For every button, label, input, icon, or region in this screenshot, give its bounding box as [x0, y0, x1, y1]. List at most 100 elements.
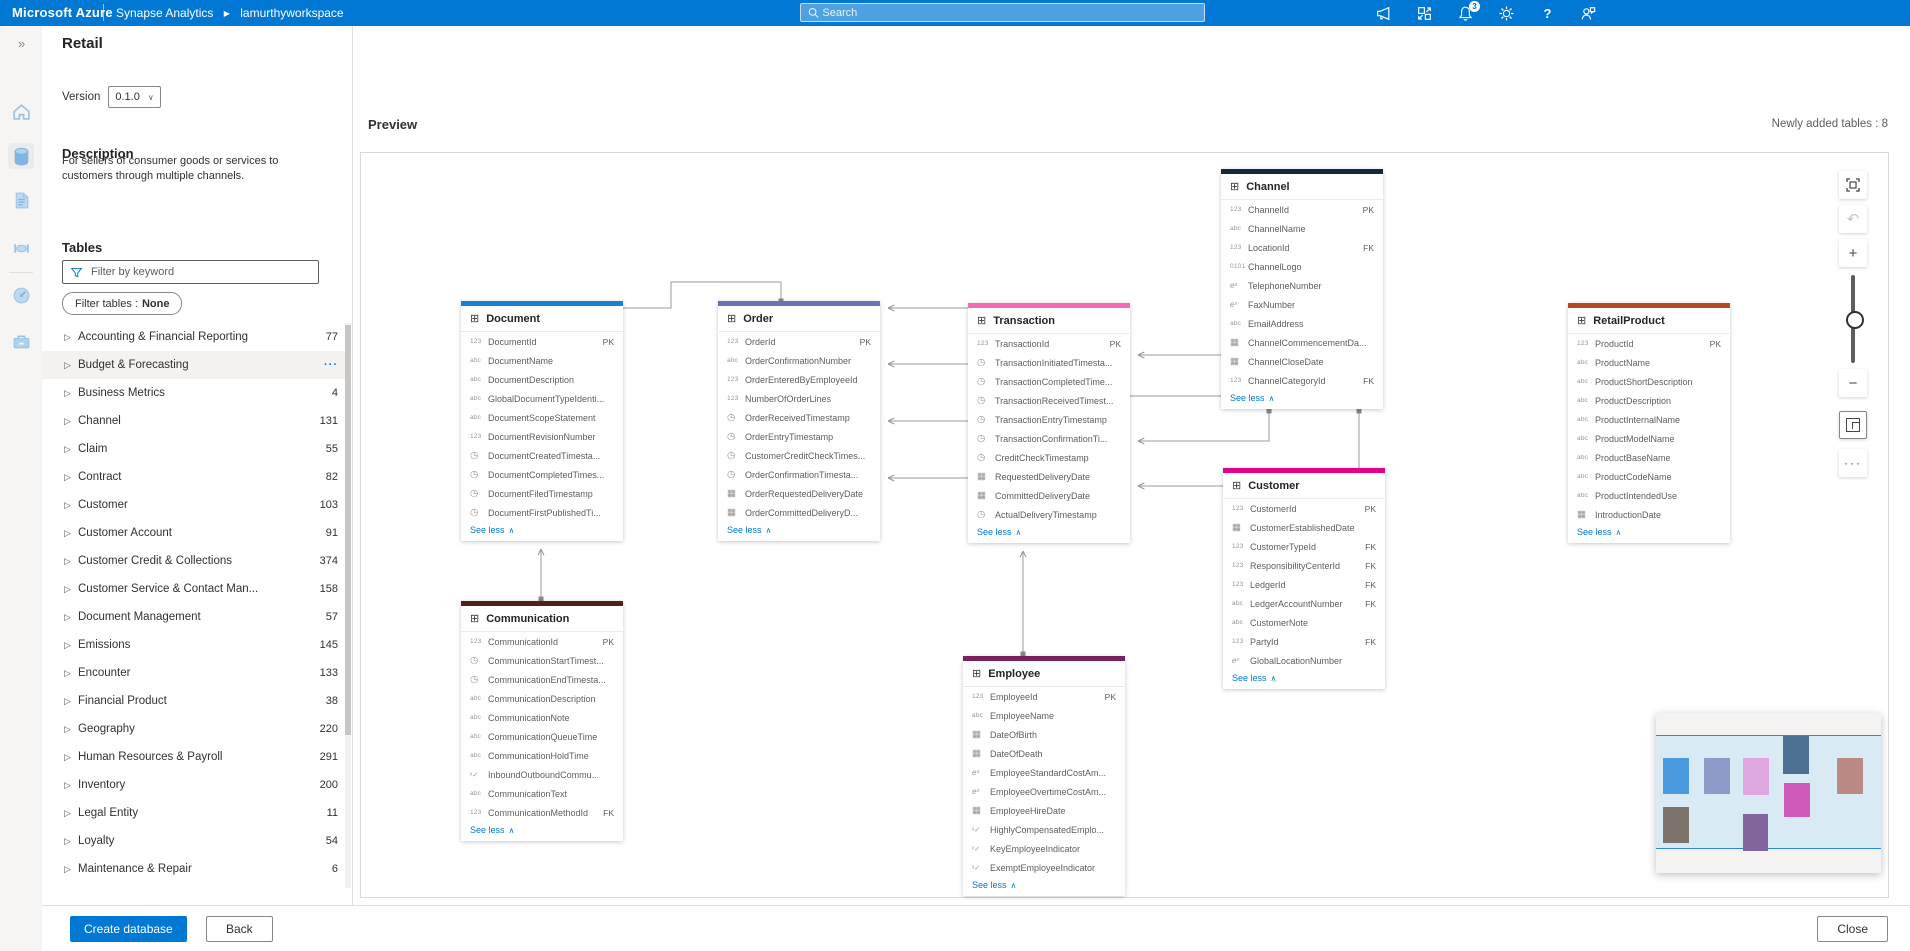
category-row-loyalty[interactable]: ▷ Loyalty 54: [42, 827, 345, 855]
see-less-link[interactable]: See less ∧: [727, 525, 772, 535]
see-less-link[interactable]: See less ∧: [470, 525, 515, 535]
expand-chevron-icon[interactable]: ▷: [64, 723, 71, 734]
expand-chevron-icon[interactable]: ▷: [64, 611, 71, 622]
expand-chevron-icon[interactable]: ▷: [64, 807, 71, 818]
breadcrumb-workspace[interactable]: lamurthyworkspace: [240, 6, 344, 20]
category-more-menu[interactable]: ···: [324, 359, 338, 371]
see-less-link[interactable]: See less ∧: [1577, 527, 1622, 537]
integrate-icon[interactable]: [8, 235, 34, 261]
see-less-link[interactable]: See less ∧: [1230, 393, 1275, 403]
category-row-encounter[interactable]: ▷ Encounter 133: [42, 659, 345, 687]
azure-brand[interactable]: Microsoft Azure: [12, 5, 113, 20]
category-row-maintenance-repair[interactable]: ▷ Maintenance & Repair 6: [42, 855, 345, 883]
version-dropdown[interactable]: 0.1.0 ∨: [108, 86, 161, 108]
entity-retailproduct[interactable]: ⊞ RetailProduct 123 ProductId PK abc ProductNa…: [1568, 303, 1730, 543]
resource-switcher-icon[interactable]: [1416, 5, 1433, 22]
expand-chevron-icon[interactable]: ▷: [64, 863, 71, 874]
category-row-geography[interactable]: ▷ Geography 220: [42, 715, 345, 743]
help-icon[interactable]: ?: [1543, 5, 1552, 21]
entity-document[interactable]: ⊞ Document 123 DocumentId PK abc DocumentName a…: [461, 301, 623, 541]
category-row-inventory[interactable]: ▷ Inventory 200: [42, 771, 345, 799]
type-date-icon: ▦: [972, 805, 981, 816]
entity-transaction[interactable]: ⊞ Transaction 123 TransactionId PK ◷ Transacti…: [968, 303, 1130, 543]
see-less-link[interactable]: See less ∧: [972, 880, 1017, 890]
expand-chevron-icon[interactable]: ▷: [64, 527, 71, 538]
panel-scrollbar[interactable]: [345, 323, 351, 888]
more-options-button[interactable]: ···: [1839, 449, 1867, 477]
category-row-budget-forecasting[interactable]: ▷ Budget & Forecasting ···: [42, 351, 345, 379]
expand-chevron-icon[interactable]: ▷: [64, 555, 71, 566]
expand-chevron-icon[interactable]: ▷: [64, 667, 71, 678]
global-search[interactable]: [800, 3, 1205, 22]
category-row-customer[interactable]: ▷ Customer 103: [42, 491, 345, 519]
category-row-channel[interactable]: ▷ Channel 131: [42, 407, 345, 435]
expand-chevron-icon[interactable]: ▷: [64, 359, 71, 370]
category-row-accounting-financial-reporting[interactable]: ▷ Accounting & Financial Reporting 77: [42, 323, 345, 351]
type-str-icon: abc: [1577, 473, 1589, 480]
entity-channel[interactable]: ⊞ Channel 123 ChannelId PK abc ChannelName 123 L…: [1221, 169, 1383, 409]
back-button[interactable]: Back: [206, 916, 273, 942]
panel-scrollbar-thumb[interactable]: [345, 325, 351, 735]
filter-tables-chip[interactable]: Filter tables : None: [62, 292, 183, 315]
expand-rail-icon[interactable]: »: [18, 36, 26, 51]
category-row-business-metrics[interactable]: ▷ Business Metrics 4: [42, 379, 345, 407]
close-button[interactable]: Close: [1817, 916, 1888, 942]
breadcrumb-product[interactable]: Synapse Analytics: [116, 6, 214, 20]
type-str-icon: abc: [1230, 225, 1242, 232]
manage-icon[interactable]: [8, 328, 34, 354]
category-row-customer-credit-collections[interactable]: ▷ Customer Credit & Collections 374: [42, 547, 345, 575]
category-row-contract[interactable]: ▷ Contract 82: [42, 463, 345, 491]
entity-communication[interactable]: ⊞ Communication 123 CommunicationId PK ◷ Commu…: [461, 601, 623, 841]
category-row-emissions[interactable]: ▷ Emissions 145: [42, 631, 345, 659]
diagram-minimap[interactable]: [1656, 713, 1881, 873]
search-input[interactable]: [820, 5, 1198, 20]
expand-chevron-icon[interactable]: ▷: [64, 443, 71, 454]
create-database-button[interactable]: Create database: [70, 916, 187, 942]
entity-order[interactable]: ⊞ Order 123 OrderId PK abc OrderConfirmationNu…: [718, 301, 880, 541]
expand-chevron-icon[interactable]: ▷: [64, 471, 71, 482]
undo-button[interactable]: ↶: [1839, 205, 1867, 233]
entity-customer[interactable]: ⊞ Customer 123 CustomerId PK ▦ CustomerEstabli…: [1223, 468, 1385, 689]
category-row-human-resources-payroll[interactable]: ▷ Human Resources & Payroll 291: [42, 743, 345, 771]
filter-keyword-box[interactable]: [62, 260, 319, 284]
category-row-financial-product[interactable]: ▷ Financial Product 38: [42, 687, 345, 715]
diagram-canvas[interactable]: ↶ + − ··· ⊞ Document 123 DocumentId PK abc Doc…: [360, 152, 1889, 898]
category-row-legal-entity[interactable]: ▷ Legal Entity 11: [42, 799, 345, 827]
category-name: Human Resources & Payroll: [78, 751, 223, 763]
type-ts-icon: ◷: [977, 357, 986, 368]
entity-name: RetailProduct: [1593, 314, 1665, 327]
fit-to-screen-button[interactable]: [1839, 171, 1867, 199]
expand-chevron-icon[interactable]: ▷: [64, 499, 71, 510]
category-row-claim[interactable]: ▷ Claim 55: [42, 435, 345, 463]
minimap-toggle-button[interactable]: [1839, 411, 1867, 439]
data-icon[interactable]: [8, 143, 34, 169]
expand-chevron-icon[interactable]: ▷: [64, 639, 71, 650]
feedback-icon[interactable]: [1580, 5, 1597, 22]
see-less-link[interactable]: See less ∧: [977, 527, 1022, 537]
see-less-link[interactable]: See less ∧: [1232, 673, 1277, 683]
expand-chevron-icon[interactable]: ▷: [64, 583, 71, 594]
see-less-link[interactable]: See less ∧: [470, 825, 515, 835]
settings-gear-icon[interactable]: [1498, 5, 1515, 22]
table-icon: ⊞: [1230, 181, 1240, 193]
notifications-bell-icon[interactable]: 3: [1457, 0, 1480, 22]
category-row-document-management[interactable]: ▷ Document Management 57: [42, 603, 345, 631]
expand-chevron-icon[interactable]: ▷: [64, 331, 71, 342]
zoom-out-button[interactable]: −: [1839, 369, 1867, 397]
develop-icon[interactable]: [8, 187, 34, 213]
entity-employee[interactable]: ⊞ Employee 123 EmployeeId PK abc EmployeeName ▦…: [963, 656, 1125, 896]
monitor-icon[interactable]: [8, 282, 34, 308]
expand-chevron-icon[interactable]: ▷: [64, 835, 71, 846]
category-row-customer-service-contact-man-[interactable]: ▷ Customer Service & Contact Man... 158: [42, 575, 345, 603]
expand-chevron-icon[interactable]: ▷: [64, 751, 71, 762]
filter-keyword-input[interactable]: [89, 265, 311, 279]
megaphone-icon[interactable]: [1375, 5, 1392, 22]
expand-chevron-icon[interactable]: ▷: [64, 779, 71, 790]
expand-chevron-icon[interactable]: ▷: [64, 415, 71, 426]
expand-chevron-icon[interactable]: ▷: [64, 387, 71, 398]
zoom-slider-knob[interactable]: [1846, 311, 1864, 329]
category-row-customer-account[interactable]: ▷ Customer Account 91: [42, 519, 345, 547]
zoom-in-button[interactable]: +: [1839, 239, 1867, 267]
home-icon[interactable]: [8, 98, 34, 124]
expand-chevron-icon[interactable]: ▷: [64, 695, 71, 706]
